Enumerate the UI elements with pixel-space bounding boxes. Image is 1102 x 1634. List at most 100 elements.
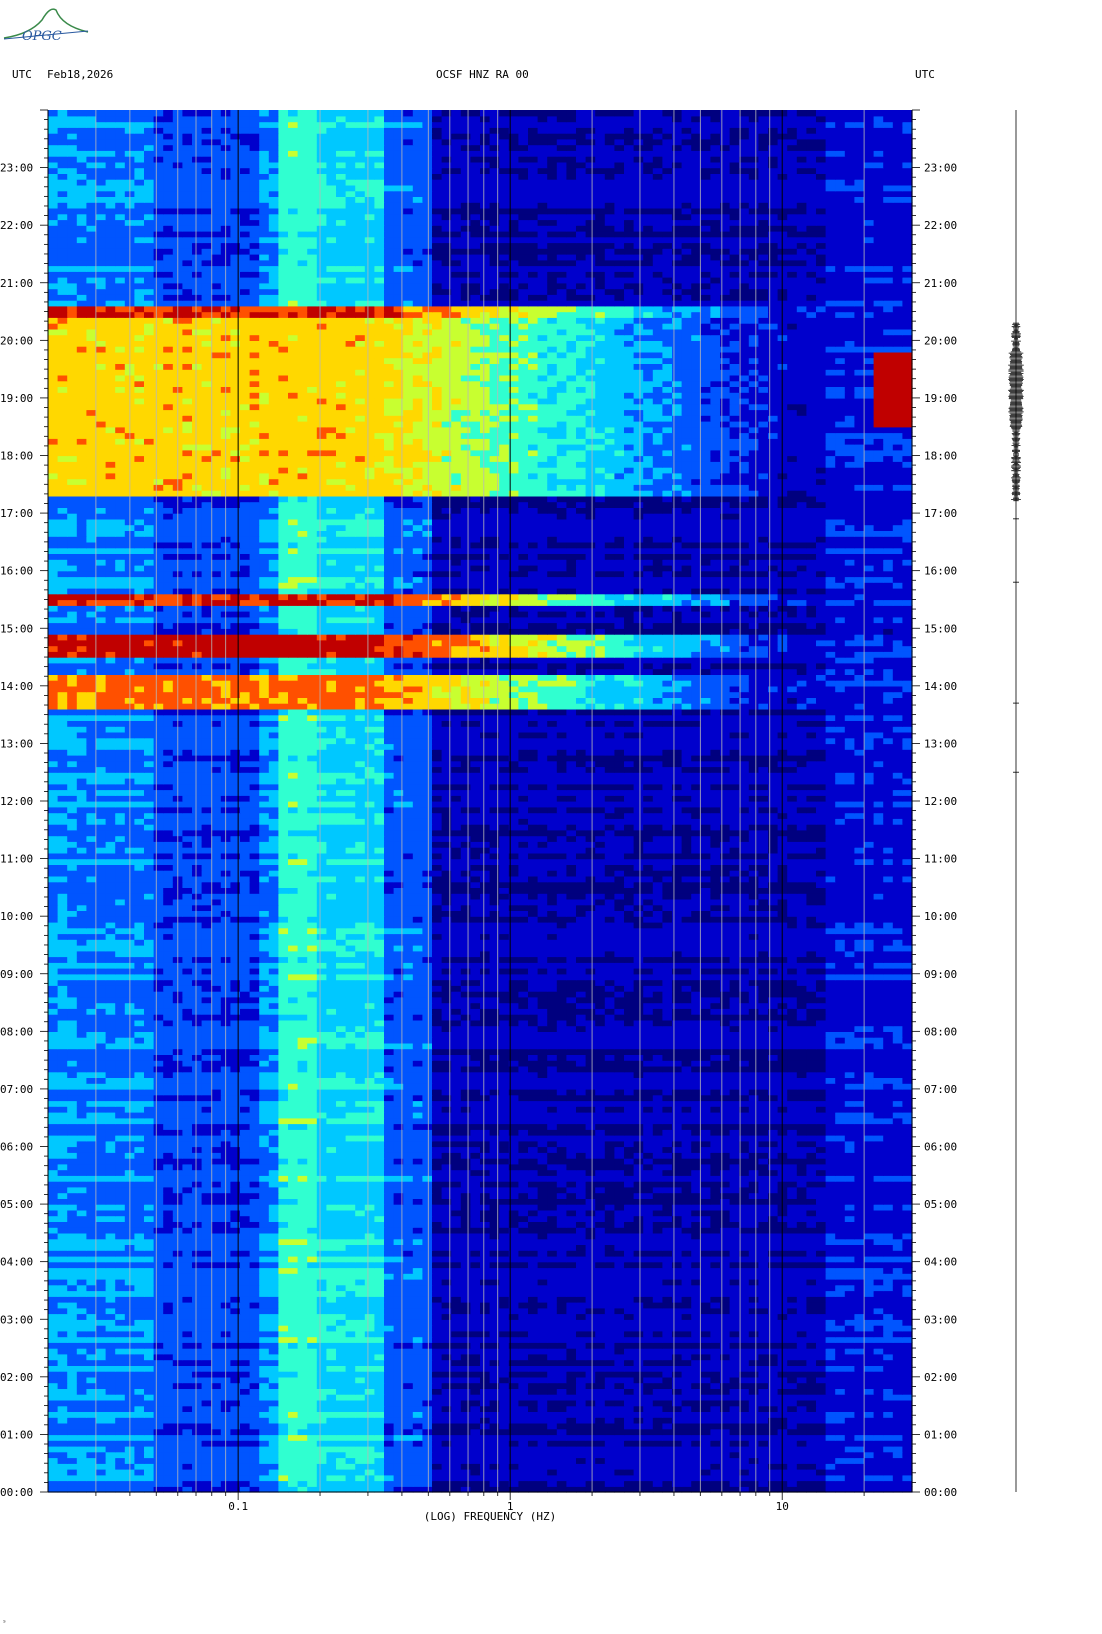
heatmap-cell bbox=[902, 1210, 912, 1216]
heatmap-cell bbox=[336, 1429, 346, 1435]
heatmap-cell bbox=[490, 1285, 500, 1291]
heatmap-cell bbox=[739, 1221, 749, 1227]
heatmap-cell bbox=[77, 1377, 87, 1383]
heatmap-cell bbox=[403, 1365, 413, 1371]
heatmap-cell bbox=[691, 1469, 701, 1475]
heatmap-cell bbox=[586, 1187, 596, 1193]
heatmap-cell bbox=[682, 1314, 692, 1320]
heatmap-cell bbox=[48, 1331, 58, 1337]
heatmap-cell bbox=[758, 1198, 768, 1204]
heatmap-cell bbox=[662, 1446, 672, 1452]
heatmap-cell bbox=[797, 1187, 807, 1193]
heatmap-cell bbox=[499, 1452, 509, 1458]
heatmap-cell bbox=[67, 1233, 77, 1239]
heatmap-cell bbox=[566, 1319, 576, 1325]
heatmap-cell bbox=[442, 1429, 452, 1435]
heatmap-cell bbox=[432, 1377, 442, 1383]
heatmap-cell bbox=[547, 1394, 557, 1400]
heatmap-cell bbox=[787, 1463, 797, 1469]
heatmap-cell bbox=[250, 1394, 260, 1400]
heatmap-cell bbox=[710, 1365, 720, 1371]
heatmap-cell bbox=[250, 1348, 260, 1354]
heatmap-cell bbox=[864, 1463, 874, 1469]
heatmap-cell bbox=[710, 1411, 720, 1417]
heatmap-cell bbox=[346, 1417, 356, 1423]
heatmap-cell bbox=[451, 1458, 461, 1464]
heatmap-cell bbox=[278, 1325, 288, 1331]
heatmap-cell bbox=[67, 1227, 77, 1233]
heatmap-cell bbox=[240, 1216, 250, 1222]
heatmap-cell bbox=[595, 1181, 605, 1187]
heatmap-cell bbox=[182, 1239, 192, 1245]
heatmap-cell bbox=[365, 1394, 375, 1400]
heatmap-cell bbox=[413, 1273, 423, 1279]
heatmap-cell bbox=[672, 1175, 682, 1181]
heatmap-cell bbox=[624, 1411, 634, 1417]
heatmap-cell bbox=[48, 1216, 58, 1222]
heatmap-cell bbox=[826, 1193, 836, 1199]
heatmap-cell bbox=[163, 1296, 173, 1302]
heatmap-cell bbox=[470, 1204, 480, 1210]
heatmap-cell bbox=[250, 1452, 260, 1458]
heatmap-cell bbox=[374, 1354, 384, 1360]
heatmap-cell bbox=[749, 1267, 759, 1273]
heatmap-cell bbox=[595, 1244, 605, 1250]
heatmap-cell bbox=[605, 1348, 615, 1354]
heatmap-cell bbox=[240, 1279, 250, 1285]
heatmap-cell bbox=[307, 1210, 317, 1216]
heatmap-cell bbox=[288, 1434, 298, 1440]
heatmap-cell bbox=[250, 1354, 260, 1360]
heatmap-cell bbox=[662, 1394, 672, 1400]
heatmap-cell bbox=[538, 1187, 548, 1193]
heatmap-cell bbox=[48, 1170, 58, 1176]
heatmap-cell bbox=[643, 1314, 653, 1320]
heatmap-cell bbox=[470, 1388, 480, 1394]
heatmap-cell bbox=[298, 1256, 308, 1262]
heatmap-cell bbox=[317, 1267, 327, 1273]
heatmap-cell bbox=[115, 1348, 125, 1354]
heatmap-cell bbox=[710, 1440, 720, 1446]
heatmap-cell bbox=[749, 1383, 759, 1389]
heatmap-cell bbox=[346, 1250, 356, 1256]
heatmap-cell bbox=[470, 1383, 480, 1389]
heatmap-cell bbox=[403, 1481, 413, 1487]
heatmap-cell bbox=[576, 1267, 586, 1273]
heatmap-cell bbox=[77, 1267, 87, 1273]
heatmap-cell bbox=[326, 1469, 336, 1475]
heatmap-cell bbox=[643, 1291, 653, 1297]
heatmap-cell bbox=[422, 1446, 432, 1452]
heatmap-cell bbox=[86, 1239, 96, 1245]
heatmap-cell bbox=[547, 1233, 557, 1239]
heatmap-cell bbox=[461, 1383, 471, 1389]
heatmap-cell bbox=[336, 1337, 346, 1343]
heatmap-cell bbox=[48, 1296, 58, 1302]
heatmap-cell bbox=[336, 1227, 346, 1233]
heatmap-cell bbox=[86, 1458, 96, 1464]
heatmap-cell bbox=[346, 1331, 356, 1337]
heatmap-cell bbox=[797, 1429, 807, 1435]
heatmap-cell bbox=[826, 1256, 836, 1262]
heatmap-cell bbox=[749, 1291, 759, 1297]
heatmap-cell bbox=[144, 1187, 154, 1193]
heatmap-cell bbox=[586, 1314, 596, 1320]
heatmap-cell bbox=[691, 1193, 701, 1199]
heatmap-cell bbox=[269, 1210, 279, 1216]
heatmap-cell bbox=[240, 1325, 250, 1331]
heatmap-cell bbox=[307, 1256, 317, 1262]
heatmap-cell bbox=[518, 1394, 528, 1400]
heatmap-cell bbox=[317, 1204, 327, 1210]
heatmap-cell bbox=[470, 1302, 480, 1308]
heatmap-cell bbox=[730, 1193, 740, 1199]
heatmap-cell bbox=[518, 1383, 528, 1389]
heatmap-cell bbox=[442, 1475, 452, 1481]
heatmap-cell bbox=[307, 1198, 317, 1204]
heatmap-cell bbox=[77, 1216, 87, 1222]
heatmap-cell bbox=[826, 1417, 836, 1423]
heatmap-cell bbox=[518, 1371, 528, 1377]
heatmap-cell bbox=[806, 1331, 816, 1337]
heatmap-cell bbox=[902, 1452, 912, 1458]
heatmap-cell bbox=[576, 1210, 586, 1216]
heatmap-cell bbox=[662, 1371, 672, 1377]
heatmap-cell bbox=[96, 1221, 106, 1227]
heatmap-cell bbox=[192, 1434, 202, 1440]
